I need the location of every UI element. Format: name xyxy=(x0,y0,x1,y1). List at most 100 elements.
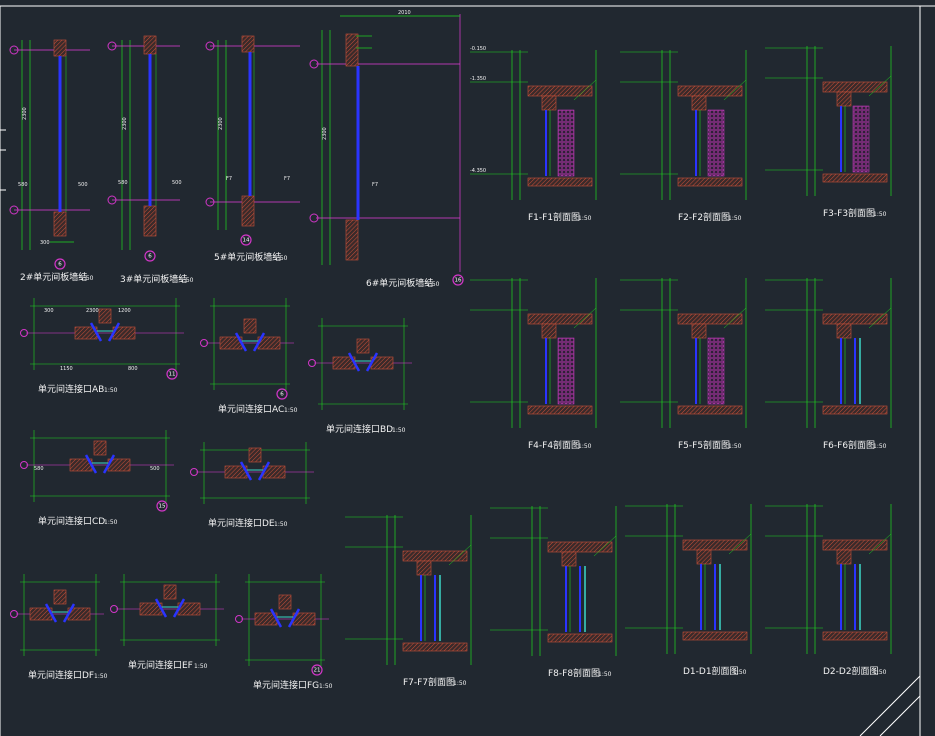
section-title: D1-D1剖面图 xyxy=(683,665,739,677)
dimension-label: 800 xyxy=(128,366,138,372)
level-label: -1.350 xyxy=(470,76,486,82)
section-scale: 1:50 xyxy=(873,669,887,676)
section-title: F6-F6剖面图 xyxy=(823,439,875,451)
svg-text:F7: F7 xyxy=(284,176,290,182)
section-title: F8-F8剖面图 xyxy=(548,667,600,679)
detail-bubble xyxy=(309,213,319,223)
section-scale: 1:50 xyxy=(873,211,887,218)
section-scale: 1:50 xyxy=(578,443,592,450)
level-label: -4.350 xyxy=(470,168,486,174)
junction-plan: 21 单元间连接口FG 1:50 xyxy=(235,574,333,691)
junction-plan: 单元间连接口DE 1:50 xyxy=(190,442,314,529)
window-detail-bubble: 14 xyxy=(240,234,252,246)
detail-bubble xyxy=(205,41,215,51)
svg-text:2300: 2300 xyxy=(322,127,328,140)
detail-bubble xyxy=(107,195,117,205)
svg-text:6: 6 xyxy=(58,262,62,268)
dimension-label: 500 xyxy=(150,466,160,472)
svg-text:6: 6 xyxy=(148,254,152,260)
window-detail-scale: 1:50 xyxy=(426,281,440,288)
section-scale: 1:50 xyxy=(733,669,747,676)
window-detail-scale: 1:50 xyxy=(180,277,194,284)
window-detail-title: 5#单元间板墙结 xyxy=(214,251,281,263)
window-detail-2: 2300 580 500 xyxy=(112,35,182,250)
window-detail-scale: 1:50 xyxy=(80,275,94,282)
level-label: -0.150 xyxy=(470,46,486,52)
detail-bubble xyxy=(9,205,19,215)
plan-scale: 1:50 xyxy=(284,407,298,414)
dimension-label: 580 xyxy=(34,466,44,472)
section-title: D2-D2剖面图 xyxy=(823,665,879,677)
section-scale: 1:50 xyxy=(728,215,742,222)
dimension-label: 1200 xyxy=(118,308,131,314)
junction-plan: 11 单元间连接口AB 1:50 xyxy=(20,298,184,395)
dimension-label: 1150 xyxy=(60,366,73,372)
plan-bubble: 11 xyxy=(169,372,176,378)
svg-text:2010: 2010 xyxy=(398,10,411,16)
svg-text:2300: 2300 xyxy=(218,117,224,130)
svg-text:2300: 2300 xyxy=(22,107,28,120)
detail-bubble xyxy=(309,59,319,69)
plan-scale: 1:50 xyxy=(319,683,333,690)
level-annotations: -0.150 -1.350 -4.350 xyxy=(470,46,486,174)
section-scale: 1:50 xyxy=(578,215,592,222)
plan-scale: 1:50 xyxy=(194,663,208,670)
svg-text:16: 16 xyxy=(455,278,462,284)
section-title: F2-F2剖面图 xyxy=(678,211,730,223)
svg-text:F7: F7 xyxy=(226,176,232,182)
svg-text:14: 14 xyxy=(243,238,250,244)
dimension-label: 2300 xyxy=(86,308,99,314)
svg-text:2300: 2300 xyxy=(122,117,128,130)
junction-plan: 单元间连接口EF 1:50 xyxy=(110,574,224,671)
section-title: F7-F7剖面图 xyxy=(403,676,455,688)
section-scale: 1:50 xyxy=(728,443,742,450)
svg-text:580: 580 xyxy=(118,180,128,186)
window-detail-bubble: 6 xyxy=(54,258,66,270)
section-title: F3-F3剖面图 xyxy=(823,207,875,219)
plan-title: 单元间连接口CD xyxy=(38,515,105,527)
window-detail-title: 6#单元间板墙结 xyxy=(366,277,433,289)
plan-bubble: 15 xyxy=(159,504,166,510)
plan-title: 单元间连接口DE xyxy=(208,517,275,529)
plan-title: 单元间连接口AB xyxy=(38,383,104,395)
dimension-labels: 300 2300 1200 1150 800 580 500 xyxy=(34,308,160,472)
plan-scale: 1:50 xyxy=(104,519,118,526)
window-detail-bubble: 6 xyxy=(144,250,156,262)
window-detail-title: 3#单元间板墙结 xyxy=(120,273,187,285)
drawing-frame xyxy=(0,5,935,736)
svg-text:300: 300 xyxy=(40,240,50,246)
plan-title: 单元间连接口FG xyxy=(253,679,319,691)
plan-bubble: 21 xyxy=(314,668,321,674)
section-scale: 1:50 xyxy=(873,443,887,450)
svg-text:500: 500 xyxy=(78,182,88,188)
svg-text:580: 580 xyxy=(18,182,28,188)
plan-title: 单元间连接口EF xyxy=(128,659,193,671)
window-detail-1: 2300 580 500 300 xyxy=(14,39,90,250)
plan-bubble: 6 xyxy=(280,392,284,398)
junction-plan: 单元间连接口DF 1:50 xyxy=(10,574,108,681)
window-detail-4: 2300 2010 F7 xyxy=(316,10,461,272)
plan-title: 单元间连接口DF xyxy=(28,669,94,681)
window-detail-3: 2300 F7 F7 xyxy=(210,35,300,230)
junction-plan: 6 单元间连接口AC 1:50 xyxy=(200,298,298,415)
detail-bubble xyxy=(205,197,215,207)
section-scale: 1:50 xyxy=(598,671,612,678)
section-title: F5-F5剖面图 xyxy=(678,439,730,451)
section-title: F1-F1剖面图 xyxy=(528,211,580,223)
plan-title: 单元间连接口BD xyxy=(326,423,393,435)
plan-scale: 1:50 xyxy=(104,387,118,394)
